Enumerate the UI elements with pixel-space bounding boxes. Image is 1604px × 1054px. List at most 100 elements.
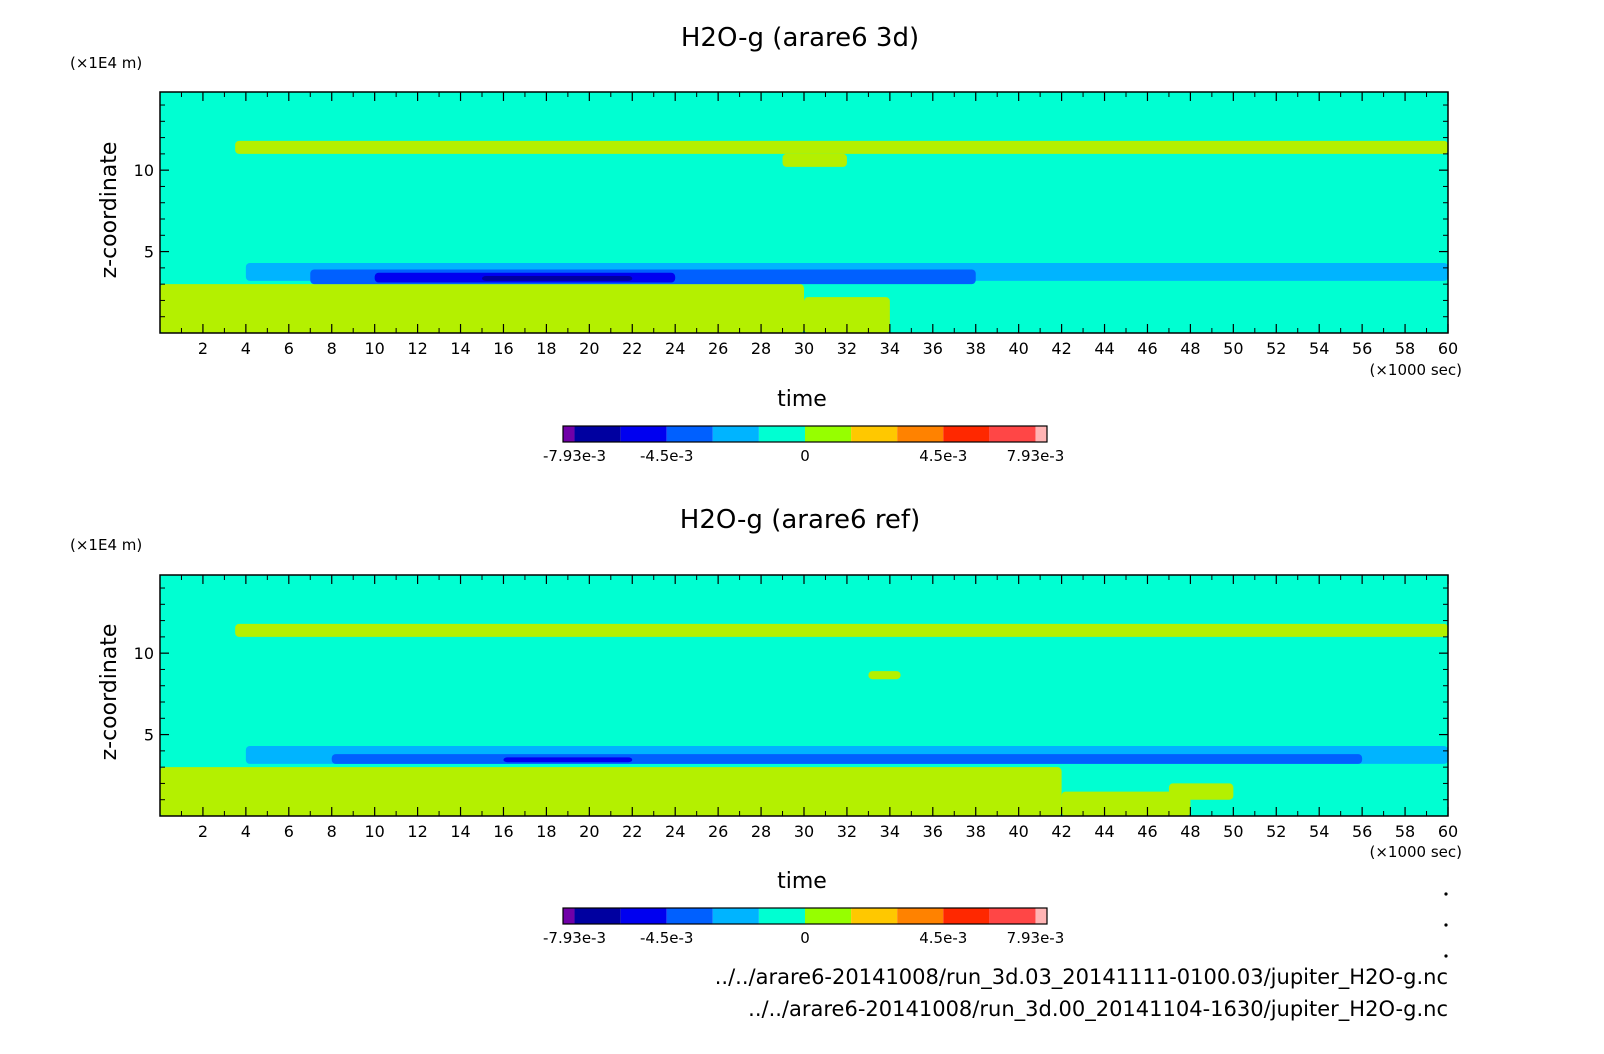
colorbar-label: 4.5e-3 bbox=[919, 447, 967, 465]
colorbar-label: 7.93e-3 bbox=[1007, 447, 1065, 465]
x-tick-label: 48 bbox=[1180, 822, 1200, 841]
x-tick-label: 18 bbox=[536, 822, 556, 841]
x-tick-label: 50 bbox=[1223, 822, 1243, 841]
x-tick-label: 4 bbox=[241, 822, 251, 841]
colorbar-swatch bbox=[563, 426, 575, 442]
x-tick-label: 12 bbox=[407, 822, 427, 841]
contour-region bbox=[331, 754, 1363, 764]
plot-area: 2 4 6 8 10 12 14 16 18 20 22 24 26 28 30 32 34 36 38 40 42 44… bbox=[134, 91, 1458, 358]
colorbar-swatch bbox=[943, 426, 990, 442]
x-tick-label: 20 bbox=[579, 822, 599, 841]
x-tick-label: 22 bbox=[622, 822, 642, 841]
colorbar-swatch bbox=[620, 908, 667, 924]
colorbar-swatch bbox=[989, 426, 1036, 442]
x-tick-label: 42 bbox=[1051, 339, 1071, 358]
y-tick-label: 10 bbox=[134, 644, 154, 663]
x-tick-label: 50 bbox=[1223, 339, 1243, 358]
contour-region bbox=[235, 623, 1449, 637]
x-tick-label: 58 bbox=[1395, 822, 1415, 841]
colorbar-swatch bbox=[758, 426, 805, 442]
x-tick-label: 12 bbox=[407, 339, 427, 358]
x-tick-label: 34 bbox=[880, 339, 900, 358]
x-tick-label: 32 bbox=[837, 339, 857, 358]
colorbar-swatch bbox=[712, 908, 759, 924]
x-tick-label: 48 bbox=[1180, 339, 1200, 358]
x-tick-label: 2 bbox=[198, 822, 208, 841]
colorbar-swatch bbox=[620, 426, 667, 442]
contour-region bbox=[503, 757, 633, 763]
x-tick-label: 34 bbox=[880, 822, 900, 841]
marker-dot bbox=[1444, 954, 1448, 958]
contour-region bbox=[235, 140, 1449, 154]
colorbar-label: -7.93e-3 bbox=[543, 447, 606, 465]
x-tick-label: 8 bbox=[327, 822, 337, 841]
chart-title: H2O-g (arare6 3d) bbox=[681, 23, 919, 53]
x-tick-label: 46 bbox=[1137, 822, 1157, 841]
colorbar-swatch bbox=[851, 426, 898, 442]
panel-ref: H2O-g (arare6 ref) (×1E4 m) 2 4 6 8 10 12 14 16… bbox=[70, 505, 1462, 947]
plot-area: 2 4 6 8 10 12 14 16 18 20 22 24 26 28 30 32 34 36 38 40 42 44… bbox=[134, 574, 1458, 841]
colorbar-swatch bbox=[666, 908, 713, 924]
x-tick-label: 38 bbox=[966, 822, 986, 841]
colorbar-swatch bbox=[712, 426, 759, 442]
colorbar-swatch bbox=[563, 908, 575, 924]
x-tick-label: 16 bbox=[493, 822, 513, 841]
y-tick-label: 5 bbox=[144, 243, 154, 262]
contour-region bbox=[482, 276, 633, 281]
colorbar-swatch bbox=[574, 908, 621, 924]
colorbar: -7.93e-3 -4.5e-3 0 4.5e-3 7.93e-3 bbox=[543, 907, 1065, 947]
x-tick-label: 26 bbox=[708, 822, 728, 841]
y-axis-label: z-coordinate bbox=[97, 624, 122, 761]
x-unit-label: (×1000 sec) bbox=[1369, 843, 1462, 861]
colorbar-swatch bbox=[574, 426, 621, 442]
contour-region bbox=[160, 284, 804, 333]
x-tick-label: 42 bbox=[1051, 822, 1071, 841]
contour-region bbox=[160, 767, 1062, 816]
x-tick-label: 36 bbox=[923, 822, 943, 841]
colorbar-label: 7.93e-3 bbox=[1007, 929, 1065, 947]
x-tick-label: 52 bbox=[1266, 339, 1286, 358]
colorbar-label: -7.93e-3 bbox=[543, 929, 606, 947]
contour-region bbox=[782, 153, 847, 167]
colorbar-label: 4.5e-3 bbox=[919, 929, 967, 947]
x-tick-label: 44 bbox=[1094, 822, 1114, 841]
x-tick-label: 60 bbox=[1438, 822, 1458, 841]
colorbar-label: -4.5e-3 bbox=[640, 929, 693, 947]
source-file-path-1: ../../arare6-20141008/run_3d.03_20141111… bbox=[715, 965, 1448, 990]
contour-region bbox=[804, 297, 890, 333]
chart-title: H2O-g (arare6 ref) bbox=[680, 505, 920, 535]
colorbar-swatch bbox=[1035, 426, 1047, 442]
x-tick-label: 20 bbox=[579, 339, 599, 358]
colorbar-swatch bbox=[897, 426, 944, 442]
marker-dot bbox=[1444, 923, 1448, 927]
x-tick-label: 16 bbox=[493, 339, 513, 358]
x-tick-label: 28 bbox=[751, 822, 771, 841]
x-tick-label: 32 bbox=[837, 822, 857, 841]
colorbar-swatch bbox=[805, 426, 852, 442]
x-tick-label: 56 bbox=[1352, 339, 1372, 358]
x-tick-label: 54 bbox=[1309, 339, 1329, 358]
x-tick-label: 46 bbox=[1137, 339, 1157, 358]
x-tick-label: 58 bbox=[1395, 339, 1415, 358]
x-tick-label: 22 bbox=[622, 339, 642, 358]
x-tick-label: 40 bbox=[1008, 339, 1028, 358]
contour-region bbox=[1061, 791, 1191, 816]
x-tick-label: 60 bbox=[1438, 339, 1458, 358]
colorbar-label: 0 bbox=[800, 929, 810, 947]
x-tick-label: 2 bbox=[198, 339, 208, 358]
colorbar-swatch bbox=[1035, 908, 1047, 924]
y-tick-label: 10 bbox=[134, 161, 154, 180]
x-tick-label: 24 bbox=[665, 339, 685, 358]
colorbar-label: -4.5e-3 bbox=[640, 447, 693, 465]
x-axis-label: time bbox=[777, 387, 827, 412]
x-tick-label: 6 bbox=[284, 339, 294, 358]
x-tick-label: 30 bbox=[794, 339, 814, 358]
x-tick-label: 6 bbox=[284, 822, 294, 841]
colorbar-swatch bbox=[666, 426, 713, 442]
x-tick-label: 38 bbox=[966, 339, 986, 358]
colorbar-swatch bbox=[805, 908, 852, 924]
source-file-path-2: ../../arare6-20141008/run_3d.00_20141104… bbox=[748, 997, 1448, 1022]
x-tick-label: 40 bbox=[1008, 822, 1028, 841]
contour-region bbox=[868, 671, 901, 680]
marker-dot bbox=[1444, 892, 1448, 896]
